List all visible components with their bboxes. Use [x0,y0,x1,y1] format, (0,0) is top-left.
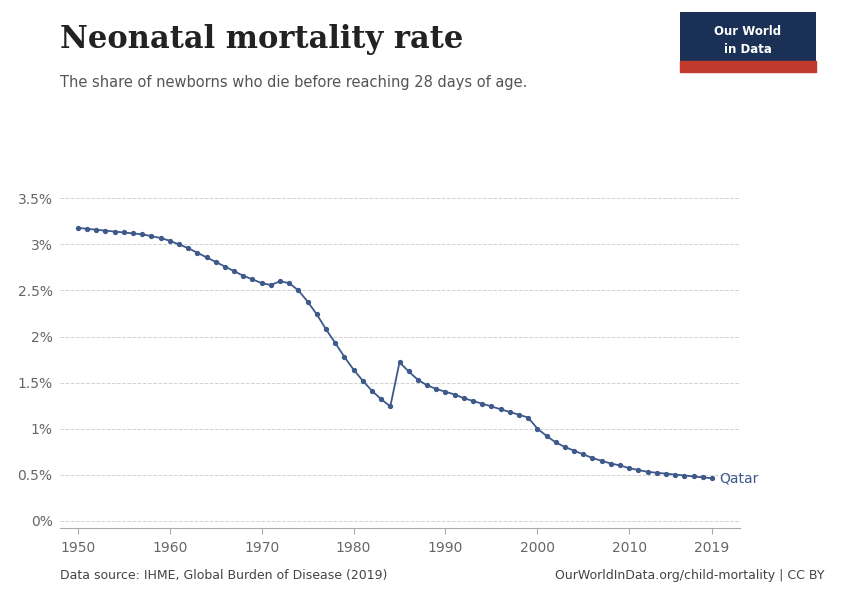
Bar [680,61,816,72]
Text: Our World: Our World [715,25,781,38]
Text: The share of newborns who die before reaching 28 days of age.: The share of newborns who die before rea… [60,75,527,90]
Text: Data source: IHME, Global Burden of Disease (2019): Data source: IHME, Global Burden of Dise… [60,569,387,582]
Text: Neonatal mortality rate: Neonatal mortality rate [60,24,463,55]
Text: in Data: in Data [724,43,772,56]
Text: Qatar: Qatar [719,471,759,485]
Text: OurWorldInData.org/child-mortality | CC BY: OurWorldInData.org/child-mortality | CC … [555,569,824,582]
